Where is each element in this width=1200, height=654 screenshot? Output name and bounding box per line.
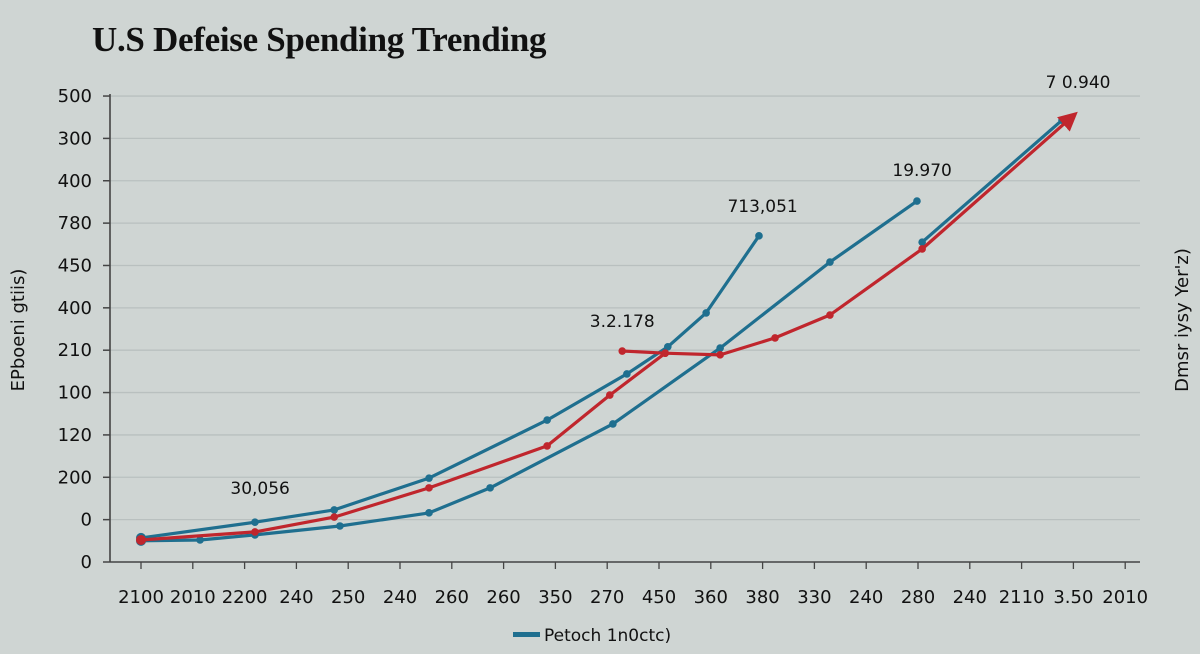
annotations: 30,056 3.2.178 713,051 19.970 7 0.940 <box>230 73 1110 499</box>
y-tick-label: 400 <box>58 171 92 192</box>
data-point <box>425 509 433 517</box>
series-line <box>920 118 1064 244</box>
data-point <box>826 258 834 266</box>
legend-swatch <box>513 632 540 637</box>
data-point <box>330 506 339 514</box>
series-line <box>139 199 919 543</box>
x-tick-label: 2100 <box>118 587 164 608</box>
x-tick-label: 3.50 <box>1053 587 1093 608</box>
x-tick-label: 2010 <box>1102 587 1148 608</box>
data-point <box>826 311 834 319</box>
y-tick-label: 780 <box>58 213 92 234</box>
data-point <box>605 391 614 399</box>
y-tick-label: 100 <box>58 383 92 404</box>
x-tick-label: 270 <box>590 587 624 608</box>
x-tick-label: 240 <box>849 587 883 608</box>
y-tick-label: 0 <box>81 552 92 573</box>
y-tick-label: 450 <box>58 255 92 276</box>
axes <box>103 94 1140 569</box>
data-point <box>918 245 926 253</box>
data-point <box>771 334 779 342</box>
series-4 <box>618 347 670 357</box>
data-point <box>136 534 146 545</box>
data-point <box>618 347 627 355</box>
y-tick-label: 500 <box>58 86 92 107</box>
data-point <box>716 351 724 359</box>
data-point <box>543 442 551 450</box>
annotation-label: 30,056 <box>230 479 289 499</box>
chart-title: U.S Defeise Spending Trending <box>92 20 547 59</box>
annotation-label: 3.2.178 <box>590 312 655 332</box>
gridlines <box>110 95 1140 521</box>
x-tick-label: 2010 <box>170 587 216 608</box>
x-tick-label: 2110 <box>999 587 1045 608</box>
data-point <box>486 484 494 492</box>
data-point <box>336 522 344 530</box>
data-point <box>543 416 551 424</box>
x-tick-label: 2200 <box>222 587 268 608</box>
series-line <box>620 349 667 355</box>
y-tick-label: 200 <box>58 467 92 488</box>
data-point <box>251 528 259 536</box>
data-point <box>702 309 710 317</box>
data-point <box>251 518 259 526</box>
data-point <box>664 343 672 351</box>
data-point <box>425 484 433 492</box>
data-point <box>425 474 433 482</box>
x-tick-label: 380 <box>745 587 779 608</box>
series-1 <box>136 197 921 546</box>
x-tick-label: 250 <box>331 587 365 608</box>
x-tick-label: 450 <box>642 587 676 608</box>
x-tick-label: 260 <box>435 587 469 608</box>
y2-axis-label: Dmsr iysy Yer'z) <box>1172 248 1193 392</box>
data-point <box>609 420 617 428</box>
x-tick-label: 260 <box>486 587 520 608</box>
data-point <box>755 232 763 240</box>
series-line <box>139 111 1078 542</box>
data-point <box>716 344 724 352</box>
x-tick-labels: 2100 2010 2200 240 250 240 260 260 350 270 450 360 3… <box>118 587 1148 608</box>
data-point <box>913 197 921 205</box>
legend: Petoch 1n0ctc) <box>513 626 671 646</box>
x-tick-label: 280 <box>901 587 935 608</box>
y-tick-label: 300 <box>58 128 92 149</box>
x-tick-label: 240 <box>953 587 987 608</box>
data-point <box>196 536 204 544</box>
legend-label: Petoch 1n0ctc) <box>544 626 671 646</box>
y-tick-label: 120 <box>58 425 92 446</box>
y-tick-labels: 0 0 200 120 100 210 400 450 780 400 300 500 <box>58 86 92 573</box>
data-point <box>623 370 631 378</box>
data-point <box>330 513 339 521</box>
data-point <box>918 238 926 246</box>
series-3 <box>136 111 1078 545</box>
y-axis-label: EPboeni gtiis) <box>8 269 29 392</box>
x-tick-label: 240 <box>279 587 313 608</box>
y-tick-label: 210 <box>58 340 92 361</box>
x-tick-label: 350 <box>538 587 572 608</box>
series-lines <box>136 111 1078 546</box>
y-tick-label: 400 <box>58 298 92 319</box>
annotation-label: 19.970 <box>892 161 951 181</box>
data-point <box>661 349 670 357</box>
annotation-label: 7 0.940 <box>1046 73 1111 93</box>
annotation-label: 713,051 <box>727 197 797 217</box>
x-tick-label: 240 <box>383 587 417 608</box>
x-tick-label: 360 <box>694 587 728 608</box>
y-tick-label: 0 <box>81 510 92 531</box>
x-tick-label: 330 <box>797 587 831 608</box>
